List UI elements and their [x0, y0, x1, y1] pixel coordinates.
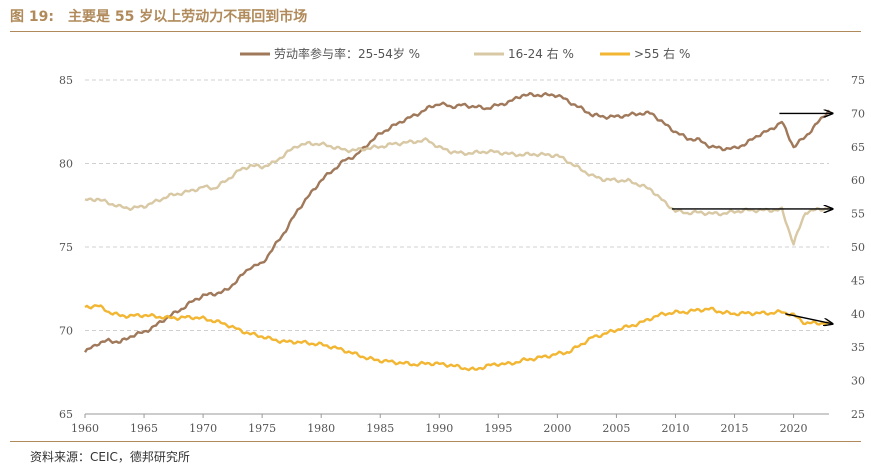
series-25-54 [84, 92, 831, 353]
x-tick-label-1975: 1975 [248, 422, 276, 435]
x-tick-label-2020: 2020 [780, 422, 808, 435]
legend-label-series-25-54: 劳动率参与率：25-54岁 % [274, 46, 420, 61]
chart-legend: 劳动率参与率：25-54岁 % 16-24 右 % >55 右 % [240, 46, 690, 61]
x-tick-label-1970: 1970 [189, 422, 217, 435]
trend-arrows [671, 113, 833, 324]
x-tick-label-1990: 1990 [425, 422, 453, 435]
grid-lines [85, 79, 829, 331]
y-left-tick-label-65: 65 [59, 408, 73, 421]
y-left-tick-label-85: 85 [59, 74, 73, 87]
x-tick-label-1985: 1985 [366, 422, 394, 435]
y-left-tick-label-80: 80 [59, 158, 73, 171]
series-16-24 [84, 137, 830, 246]
y-right-tick-label-70: 70 [851, 107, 865, 120]
legend-label-series-16-24: 16-24 右 % [508, 46, 574, 61]
source-note: 资料来源：CEIC，德邦研究所 [30, 450, 190, 464]
source-divider [10, 441, 861, 442]
trend-arrow-3 [785, 313, 832, 324]
y-right-tick-label-30: 30 [851, 375, 865, 388]
x-tick-label-2015: 2015 [721, 422, 749, 435]
x-tick-label-1960: 1960 [71, 422, 99, 435]
y-right-tick-label-55: 55 [851, 208, 865, 221]
legend-label-series-55-plus: >55 右 % [634, 46, 690, 61]
y-right-tick-label-50: 50 [851, 241, 865, 254]
x-tick-label-2005: 2005 [602, 422, 630, 435]
y-left-tick-label-75: 75 [59, 241, 73, 254]
y-right-tick-label-35: 35 [851, 341, 865, 354]
x-tick-label-1980: 1980 [307, 422, 335, 435]
x-tick-label-2000: 2000 [543, 422, 571, 435]
y-right-tick-label-25: 25 [851, 408, 865, 421]
series-55-plus [84, 304, 830, 372]
x-tick-label-2010: 2010 [661, 422, 689, 435]
x-tick-label-1965: 1965 [130, 422, 158, 435]
y-right-tick-label-60: 60 [851, 174, 865, 187]
series-lines [84, 92, 831, 372]
labor-participation-chart: 劳动率参与率：25-54岁 % 16-24 右 % >55 右 % 1960 1965… [59, 46, 865, 435]
y-right-tick-label-45: 45 [851, 274, 865, 287]
axes: 1960 1965 1970 1975 1980 1985 1990 1995 2000 2005… [59, 74, 865, 435]
figure-number: 图 19: [10, 9, 54, 25]
figure-title: 图 19: 主要是 55 岁以上劳动力不再回到市场 [10, 6, 307, 26]
y-right-tick-label-75: 75 [851, 74, 865, 87]
y-right-tick-label-65: 65 [851, 141, 865, 154]
x-tick-label-1995: 1995 [484, 422, 512, 435]
title-divider [10, 31, 861, 32]
figure-title-text: 主要是 55 岁以上劳动力不再回到市场 [67, 9, 308, 25]
y-left-tick-label-70: 70 [59, 325, 73, 338]
y-right-tick-label-40: 40 [851, 308, 865, 321]
